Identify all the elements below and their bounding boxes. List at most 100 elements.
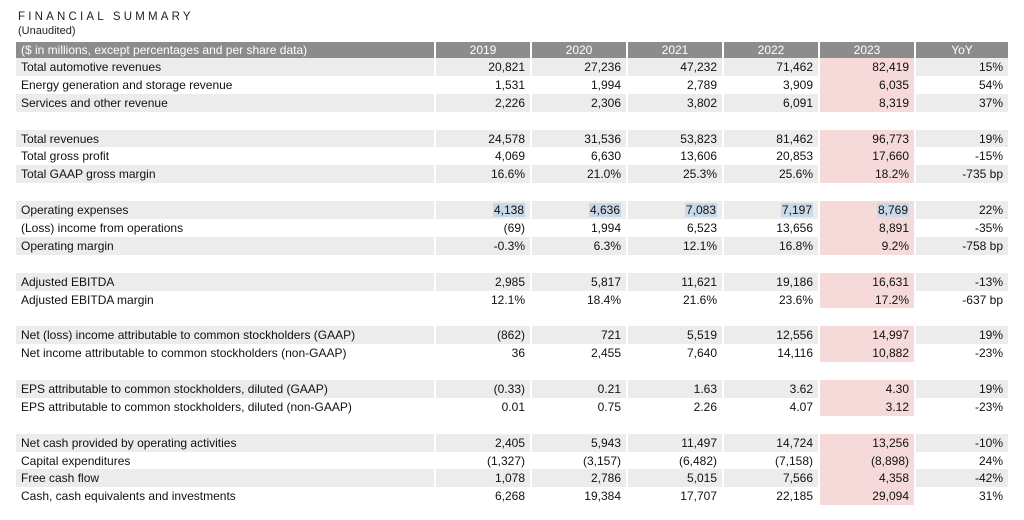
value-cell-2020: 721	[532, 326, 628, 345]
value-cell-2021: 7,083	[628, 201, 724, 220]
yoy-cell: -10%	[916, 433, 1008, 452]
table-row: Total gross profit 4,069 6,630 13,606 20,853…	[16, 147, 1008, 166]
header-year-2019: 2019	[436, 42, 532, 58]
value-cell-2021: (6,482)	[628, 451, 724, 470]
row-label: Total revenues	[16, 129, 436, 148]
value-cell-2023: 18.2%	[820, 165, 916, 184]
header-yoy: YoY	[916, 42, 1008, 58]
value-cell-2020: 19,384	[532, 487, 628, 506]
page-title: FINANCIAL SUMMARY	[18, 11, 194, 23]
table-row: Capital expenditures (1,327) (3,157) (6,482…	[16, 451, 1008, 470]
value-cell-2022: 3,909	[724, 75, 820, 94]
value-cell-2022: 81,462	[724, 129, 820, 148]
row-label: Operating margin	[16, 236, 436, 255]
spacer-cell	[16, 111, 1008, 130]
value-cell-2020: 27,236	[532, 58, 628, 76]
table-row: (Loss) income from operations (69) 1,994 6,…	[16, 219, 1008, 237]
table-row: Cash, cash equivalents and investments 6,…	[16, 487, 1008, 506]
value-cell-2019: (69)	[436, 219, 532, 237]
value-cell-2020: 21.0%	[532, 165, 628, 184]
value-cell-2020: 2,455	[532, 344, 628, 363]
table-row: Energy generation and storage revenue 1,5…	[16, 75, 1008, 94]
row-label: Free cash flow	[16, 469, 436, 488]
table-row: Free cash flow 1,078 2,786 5,015 7,566 4,358-…	[16, 469, 1008, 488]
value-cell-2019: 16.6%	[436, 165, 532, 184]
value-cell-2022: 7,197	[724, 201, 820, 220]
table-row: Operating margin -0.3% 6.3% 12.1% 16.8% 9.2% -…	[16, 236, 1008, 255]
group-spacer	[16, 254, 1008, 273]
table-row: Adjusted EBITDA margin 12.1% 18.4% 21.6% 23.…	[16, 290, 1008, 309]
value-cell-2022: 71,462	[724, 58, 820, 76]
value-cell-2021: 11,621	[628, 272, 724, 291]
spacer-cell	[16, 362, 1008, 381]
row-label: Net income attributable to common stockh…	[16, 344, 436, 363]
group-spacer	[16, 362, 1008, 381]
spacer-cell	[16, 415, 1008, 434]
value-cell-2020: 0.75	[532, 397, 628, 416]
yoy-cell: 19%	[916, 380, 1008, 398]
table-row: Net income attributable to common stockh…	[16, 344, 1008, 363]
highlighted-value: 7,197	[780, 203, 813, 218]
value-cell-2019: 2,226	[436, 93, 532, 112]
value-cell-2023: 8,769	[820, 201, 916, 220]
row-label: EPS attributable to common stockholders,…	[16, 397, 436, 416]
value-cell-2022: 22,185	[724, 487, 820, 506]
row-label: Operating expenses	[16, 201, 436, 220]
value-cell-2023: 8,891	[820, 219, 916, 237]
table-row: Services and other revenue 2,226 2,306 3,80…	[16, 93, 1008, 112]
value-cell-2021: 6,523	[628, 219, 724, 237]
table-row: EPS attributable to common stockholders,…	[16, 380, 1008, 398]
value-cell-2021: 25.3%	[628, 165, 724, 184]
value-cell-2020: 6,630	[532, 147, 628, 166]
value-cell-2019: 1,531	[436, 75, 532, 94]
value-cell-2019: 6,268	[436, 487, 532, 506]
value-cell-2020: 1,994	[532, 75, 628, 94]
highlighted-value: 4,636	[588, 203, 621, 218]
yoy-cell: -637 bp	[962, 292, 1003, 307]
header-year-2023: 2023	[820, 42, 916, 58]
value-cell-2019: 20,821	[436, 58, 532, 76]
value-cell-2021: 53,823	[628, 129, 724, 148]
group-spacer	[16, 111, 1008, 130]
value-cell-2020: 4,636	[532, 201, 628, 220]
page-subtitle: (Unaudited)	[18, 25, 76, 37]
table-header-row: ($ in millions, except percentages and p…	[16, 42, 1008, 58]
value-cell-2023: 13,256	[820, 433, 916, 452]
value-cell-2022: 23.6%	[724, 290, 820, 309]
table-row: Adjusted EBITDA 2,985 5,817 11,621 19,186 16,…	[16, 272, 1008, 291]
value-cell-2021: 5,519	[628, 326, 724, 345]
spacer-cell	[16, 254, 1008, 273]
value-cell-2020: 0.21	[532, 380, 628, 398]
value-cell-2019: 0.01	[436, 397, 532, 416]
header-year-2020: 2020	[532, 42, 628, 58]
yoy-cell: -15%	[974, 149, 1003, 164]
value-cell-2023: 14,997	[820, 326, 916, 345]
yoy-cell: -23%	[974, 399, 1003, 414]
value-cell-2023: 17,660	[820, 147, 916, 166]
yoy-cell: 15%	[916, 58, 1008, 76]
row-label: Total automotive revenues	[16, 58, 436, 76]
value-cell-2022: 14,116	[724, 344, 820, 363]
value-cell-2020: 1,994	[532, 219, 628, 237]
value-cell-2021: 13,606	[628, 147, 724, 166]
value-cell-2023: 29,094	[820, 487, 916, 506]
value-cell-2023: 4,358	[820, 469, 916, 488]
group-spacer	[16, 308, 1008, 327]
header-year-2021: 2021	[628, 42, 724, 58]
yoy-cell: 19%	[916, 326, 1008, 345]
value-cell-2021: 21.6%	[628, 290, 724, 309]
value-cell-2021: 12.1%	[628, 236, 724, 255]
highlighted-value: 8,769	[876, 203, 909, 218]
yoy-cell: -735 bp	[916, 165, 1008, 184]
value-cell-2020: 18.4%	[532, 290, 628, 309]
value-cell-2022: 6,091	[724, 93, 820, 112]
value-cell-2023: 96,773	[820, 129, 916, 148]
row-label: Net (loss) income attributable to common…	[16, 326, 436, 345]
header-year-2022: 2022	[724, 42, 820, 58]
financial-summary-table: ($ in millions, except percentages and p…	[16, 42, 1008, 506]
table-row: Total GAAP gross margin 16.6% 21.0% 25.3% 25…	[16, 165, 1008, 184]
value-cell-2019: -0.3%	[436, 236, 532, 255]
row-label: Cash, cash equivalents and investments	[16, 487, 436, 506]
row-label: Total GAAP gross margin	[16, 165, 436, 184]
highlighted-value: 7,083	[684, 203, 717, 218]
